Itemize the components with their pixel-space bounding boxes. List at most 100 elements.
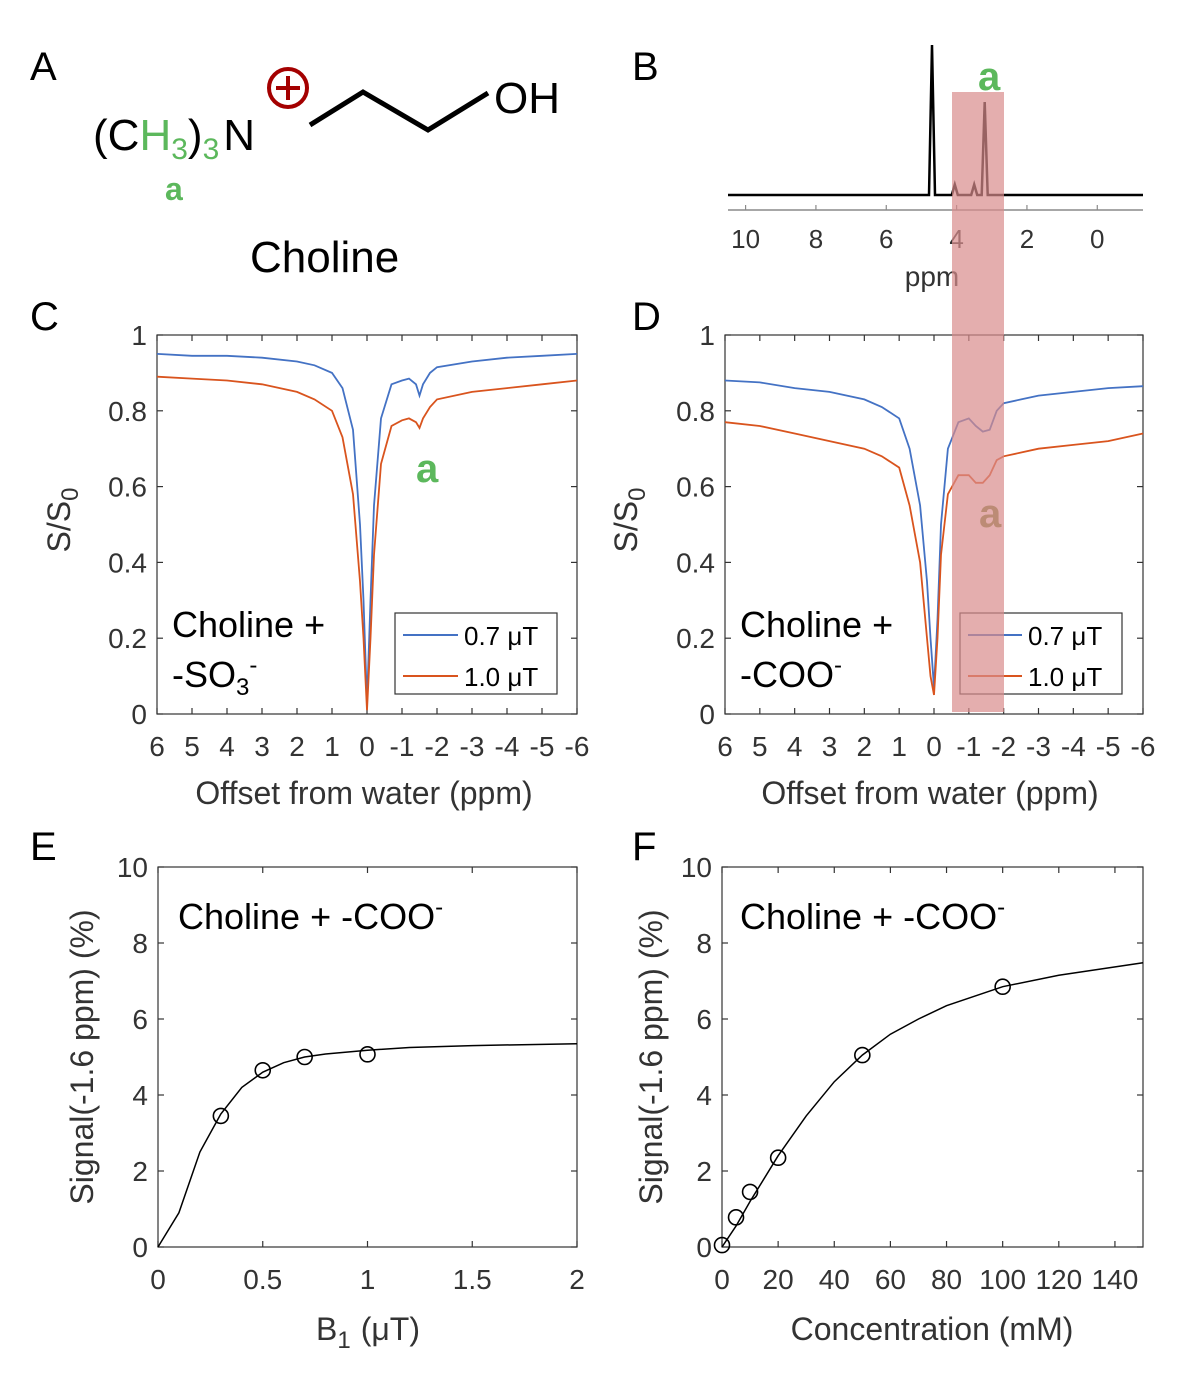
y-tick-label: 1 xyxy=(699,320,715,351)
y-tick-label: 4 xyxy=(132,1080,148,1111)
y-tick-label: 0.2 xyxy=(108,623,147,654)
x-tick-label: 2 xyxy=(289,731,305,762)
y-tick-label: 0.8 xyxy=(676,396,715,427)
x-tick-label: 100 xyxy=(979,1264,1026,1295)
panel-letter-a: A xyxy=(30,45,57,89)
x-tick-label: 1 xyxy=(324,731,340,762)
x-axis-label: Concentration (mM) xyxy=(791,1311,1074,1347)
x-tick-label: 80 xyxy=(931,1264,962,1295)
y-tick-label: 2 xyxy=(696,1156,712,1187)
panel-title: Choline + -COO- xyxy=(178,894,443,937)
y-tick-label: 4 xyxy=(696,1080,712,1111)
x-tick-label: -1 xyxy=(390,731,415,762)
x-tick-label: -6 xyxy=(565,731,590,762)
x-tick-label: -3 xyxy=(460,731,485,762)
series-line-1 xyxy=(156,375,578,711)
data-point xyxy=(727,1209,745,1226)
x-tick-label: 5 xyxy=(184,731,200,762)
x-tick-label: 1.5 xyxy=(453,1264,492,1295)
molecule-name: Choline xyxy=(250,233,399,282)
carbon-chain xyxy=(308,89,490,133)
data-point xyxy=(212,1107,230,1125)
x-tick-label: 0.5 xyxy=(243,1264,282,1295)
y-tick-label: 0.2 xyxy=(676,623,715,654)
x-tick-label: 0 xyxy=(359,731,375,762)
annotation-line-2: -COO- xyxy=(740,652,842,695)
x-tick-label: 0 xyxy=(150,1264,166,1295)
panel-letter-b: B xyxy=(632,45,659,89)
y-axis-label: Signal(-1.6 ppm) (%) xyxy=(633,909,669,1204)
data-points xyxy=(212,1046,376,1125)
x-tick-label: -5 xyxy=(530,731,555,762)
legend: 0.7 μT 1.0 μT xyxy=(394,612,558,695)
x-tick-label: 4 xyxy=(219,731,235,762)
panel-letter-c: C xyxy=(30,295,59,339)
y-tick-label: 6 xyxy=(696,1004,712,1035)
data-point xyxy=(994,978,1011,996)
x-tick-label: 40 xyxy=(819,1264,850,1295)
data-point xyxy=(713,1236,731,1254)
nmr-spectrum-panel: a 1086420 ppm xyxy=(728,44,1143,292)
y-tick-label: 10 xyxy=(681,852,712,883)
annotation-line-2: -SO3- xyxy=(172,652,257,701)
x-tick-label: 2 xyxy=(1020,224,1034,254)
x-tick-label: -2 xyxy=(991,731,1016,762)
x-tick-label: 8 xyxy=(809,224,823,254)
legend-label-0: 0.7 μT xyxy=(464,621,538,651)
x-tick-label: 6 xyxy=(879,224,893,254)
x-ticks: 1086420 xyxy=(731,205,1105,254)
x-axis-label: Offset from water (ppm) xyxy=(761,775,1098,811)
x-tick-label: 1 xyxy=(360,1264,376,1295)
x-tick-label: 1 xyxy=(891,731,907,762)
axes-frame: 0 0.5 1 1.5 2 0 2 4 6 8 10 xyxy=(117,852,585,1295)
data-points xyxy=(713,978,1011,1254)
y-axis-label: Signal(-1.6 ppm) (%) xyxy=(64,909,100,1204)
structure-formula: (CH3)3N xyxy=(93,111,255,166)
y-tick-label: 2 xyxy=(132,1156,148,1187)
y-tick-label: 0 xyxy=(696,1232,712,1263)
positive-charge-icon xyxy=(267,67,309,109)
y-axis-label: S/S0 xyxy=(41,488,84,553)
x-tick-label: 6 xyxy=(149,731,165,762)
x-tick-label: 0 xyxy=(926,731,942,762)
x-tick-label: 60 xyxy=(875,1264,906,1295)
x-tick-label: 2 xyxy=(569,1264,585,1295)
highlight-label-a: a xyxy=(978,55,1001,99)
annotation-line-1: Choline + xyxy=(740,604,893,645)
legend-label-1: 1.0 μT xyxy=(464,662,538,692)
x-tick-label: 5 xyxy=(752,731,768,762)
axes-frame: 6 5 4 3 2 1 0 -1 -2 -3 -4 -5 -600.20.40.60.81 xyxy=(676,320,1155,762)
nmr-spectrum-line xyxy=(728,44,1143,197)
x-tick-label: 10 xyxy=(731,224,760,254)
data-point xyxy=(296,1048,313,1066)
x-tick-label: -1 xyxy=(956,731,981,762)
y-tick-label: 8 xyxy=(696,928,712,959)
y-tick-label: 1 xyxy=(131,320,147,351)
panel-title: Choline + -COO- xyxy=(740,894,1005,937)
x-axis-label: B1 (μT) xyxy=(316,1311,420,1354)
series-line-0 xyxy=(156,353,578,703)
y-tick-label: 0 xyxy=(131,699,147,730)
axes-frame: 0 20 40 60 80 100 120 140 0 2 4 6 8 10 xyxy=(681,852,1144,1295)
data-point xyxy=(254,1062,272,1079)
panel-letter-d: D xyxy=(632,295,661,339)
peak-label-a: a xyxy=(416,447,439,491)
x-tick-label: 3 xyxy=(822,731,838,762)
plot-frame xyxy=(721,866,1144,1248)
y-tick-label: 0.4 xyxy=(676,547,715,578)
series-group xyxy=(724,379,1144,696)
hydroxyl-label: OH xyxy=(494,74,560,123)
x-tick-label: 140 xyxy=(1092,1264,1139,1295)
x-tick-label: -4 xyxy=(495,731,520,762)
x-tick-label: 0 xyxy=(1090,224,1104,254)
x-tick-label: 4 xyxy=(787,731,803,762)
y-tick-label: 8 xyxy=(132,928,148,959)
x-tick-label: -4 xyxy=(1061,731,1086,762)
series-line-0 xyxy=(724,379,1144,688)
x-tick-label: 2 xyxy=(857,731,873,762)
y-tick-label: 0.4 xyxy=(108,547,147,578)
y-tick-label: 0 xyxy=(132,1232,148,1263)
